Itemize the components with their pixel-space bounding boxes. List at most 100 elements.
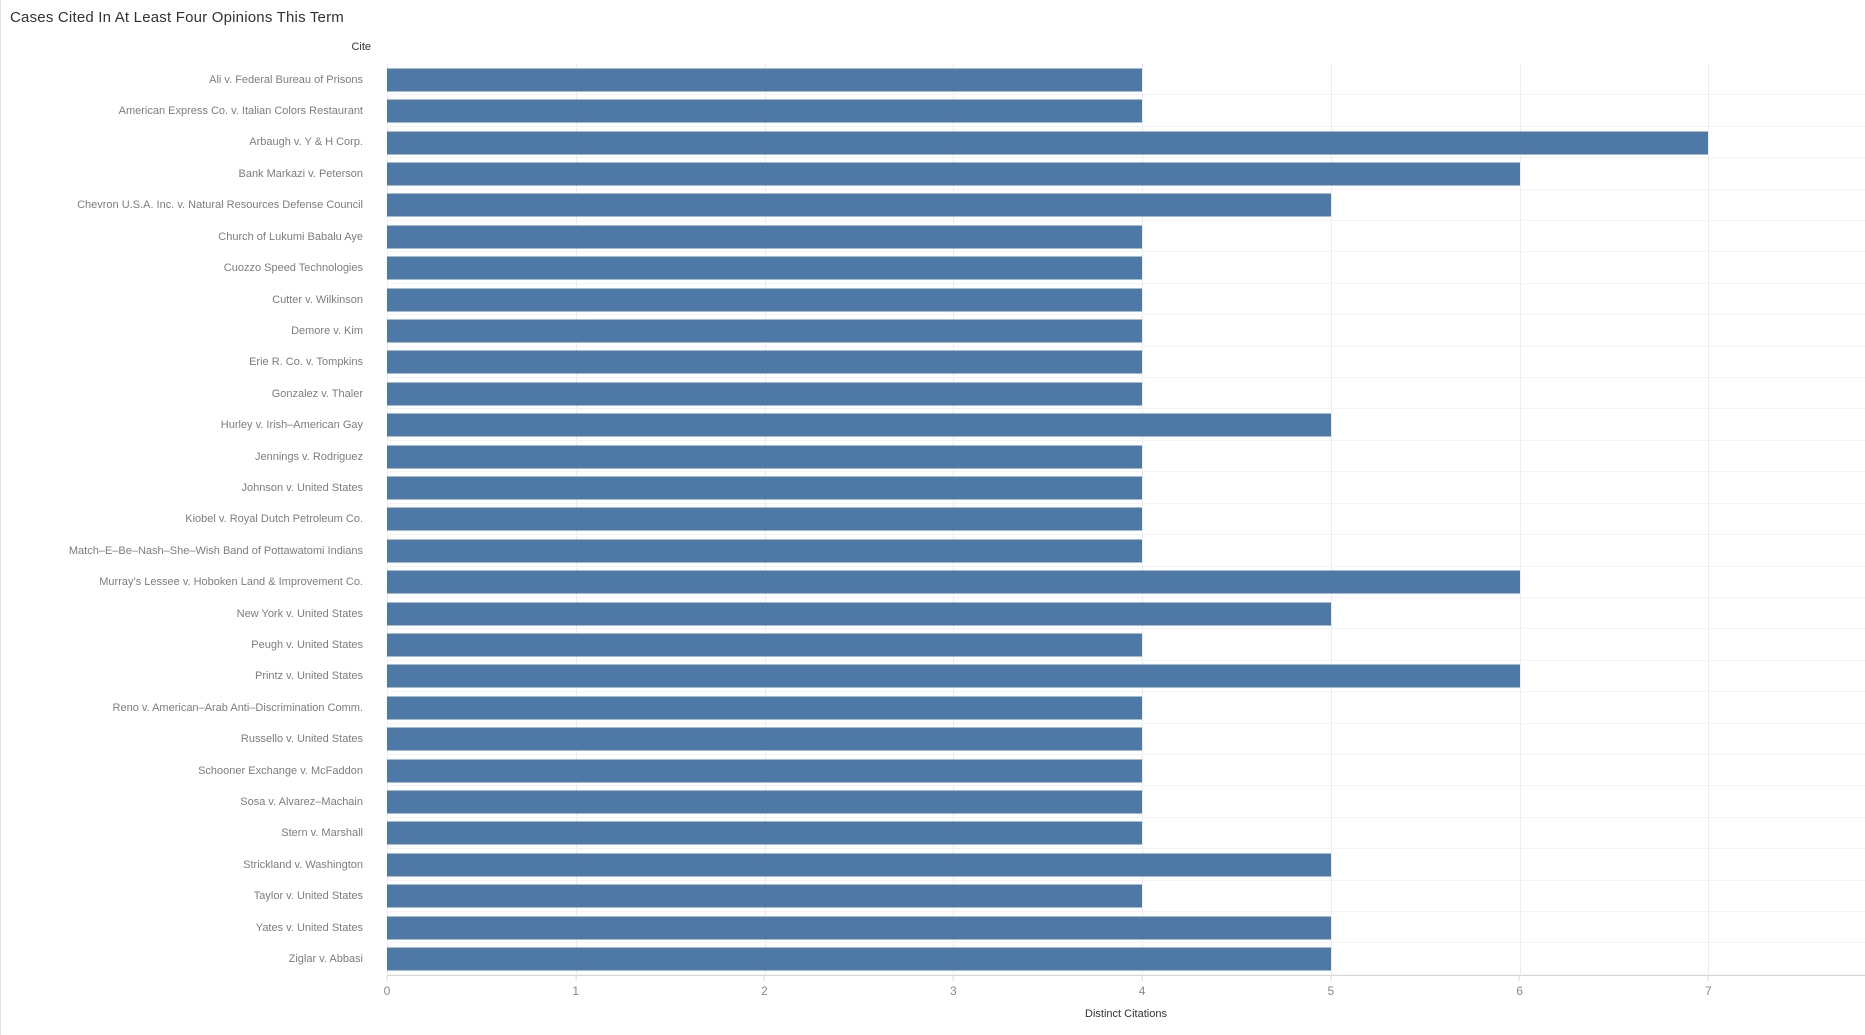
bar-track xyxy=(387,472,1865,503)
bar[interactable] xyxy=(387,350,1143,374)
bar-row: Murray’s Lessee v. Hoboken Land & Improv… xyxy=(1,567,1865,598)
bar[interactable] xyxy=(387,193,1331,217)
bar-track xyxy=(387,190,1865,221)
row-label[interactable]: Cutter v. Wilkinson xyxy=(272,293,363,306)
bar-row: Arbaugh v. Y & H Corp. xyxy=(1,127,1865,158)
bar[interactable] xyxy=(387,790,1143,814)
row-label[interactable]: Printz v. United States xyxy=(254,670,363,683)
bar[interactable] xyxy=(387,884,1143,908)
bar[interactable] xyxy=(387,664,1520,688)
tick-label: 6 xyxy=(1516,984,1523,998)
bar[interactable] xyxy=(387,633,1143,657)
row-label[interactable]: Demore v. Kim xyxy=(291,324,363,337)
row-label[interactable]: Kiobel v. Royal Dutch Petroleum Co. xyxy=(185,513,363,526)
row-label[interactable]: Erie R. Co. v. Tompkins xyxy=(249,356,363,369)
bar[interactable] xyxy=(387,570,1520,594)
row-label[interactable]: Strickland v. Washington xyxy=(243,858,363,871)
bar-track xyxy=(387,95,1865,126)
row-label[interactable]: Murray’s Lessee v. Hoboken Land & Improv… xyxy=(99,576,363,589)
bar[interactable] xyxy=(387,759,1143,783)
row-label[interactable]: Ziglar v. Abbasi xyxy=(288,953,363,966)
bar-track xyxy=(387,64,1865,95)
bar[interactable] xyxy=(387,319,1143,343)
bar-row: Chevron U.S.A. Inc. v. Natural Resources… xyxy=(1,190,1865,221)
row-label[interactable]: Taylor v. United States xyxy=(253,890,363,903)
bar[interactable] xyxy=(387,68,1143,92)
bar-row: Church of Lukumi Babalu Aye xyxy=(1,221,1865,252)
bar[interactable] xyxy=(387,445,1143,469)
bar[interactable] xyxy=(387,413,1331,437)
bar-row: Match–E–Be–Nash–She–Wish Band of Pottawa… xyxy=(1,535,1865,566)
bar[interactable] xyxy=(387,539,1143,563)
bar-row: Stern v. Marshall xyxy=(1,818,1865,849)
row-label[interactable]: Cuozzo Speed Technologies xyxy=(223,262,363,275)
bar[interactable] xyxy=(387,225,1143,249)
row-label[interactable]: Hurley v. Irish–American Gay xyxy=(220,419,363,432)
tick-label: 2 xyxy=(761,984,768,998)
bar[interactable] xyxy=(387,256,1143,280)
row-label[interactable]: Stern v. Marshall xyxy=(281,827,363,840)
bar[interactable] xyxy=(387,916,1331,940)
x-tick: 6 xyxy=(1516,976,1523,998)
row-label[interactable]: Johnson v. United States xyxy=(241,481,363,494)
row-label[interactable]: American Express Co. v. Italian Colors R… xyxy=(118,105,363,118)
bar-track xyxy=(387,724,1865,755)
bar-track xyxy=(387,912,1865,943)
bar[interactable] xyxy=(387,131,1709,155)
x-tick: 4 xyxy=(1139,976,1145,998)
bar-row: Ali v. Federal Bureau of Prisons xyxy=(1,64,1865,95)
bar[interactable] xyxy=(387,821,1143,845)
bar-row: Printz v. United States xyxy=(1,661,1865,692)
bar-track xyxy=(387,284,1865,315)
bar-row: Schooner Exchange v. McFaddon xyxy=(1,755,1865,786)
bar[interactable] xyxy=(387,727,1143,751)
gridline xyxy=(1519,64,1521,975)
row-label[interactable]: Schooner Exchange v. McFaddon xyxy=(198,764,363,777)
bar-row: Hurley v. Irish–American Gay xyxy=(1,409,1865,440)
row-label[interactable]: Jennings v. Rodriguez xyxy=(254,450,363,463)
gridline xyxy=(1142,64,1144,975)
row-label[interactable]: Reno v. American–Arab Anti–Discriminatio… xyxy=(112,701,363,714)
row-label[interactable]: Bank Markazi v. Peterson xyxy=(238,167,363,180)
bar-row: Gonzalez v. Thaler xyxy=(1,378,1865,409)
bar-row: Peugh v. United States xyxy=(1,629,1865,660)
gridline xyxy=(1330,64,1332,975)
bar[interactable] xyxy=(387,696,1143,720)
row-label[interactable]: Ali v. Federal Bureau of Prisons xyxy=(209,73,363,86)
bar-track xyxy=(387,661,1865,692)
x-tick: 1 xyxy=(572,976,579,998)
bar[interactable] xyxy=(387,507,1143,531)
row-label[interactable]: Church of Lukumi Babalu Aye xyxy=(218,230,363,243)
row-label[interactable]: Russello v. United States xyxy=(240,733,363,746)
row-label[interactable]: Sosa v. Alvarez–Machain xyxy=(240,796,363,808)
tick-mark xyxy=(952,976,954,981)
tick-label: 3 xyxy=(949,984,957,998)
bar[interactable] xyxy=(387,162,1520,186)
bar[interactable] xyxy=(387,853,1331,877)
bar-track xyxy=(387,755,1865,786)
tick-mark xyxy=(1519,976,1521,981)
bar-track xyxy=(387,409,1865,440)
bar[interactable] xyxy=(387,382,1143,406)
bar-track xyxy=(387,378,1865,409)
bar[interactable] xyxy=(387,288,1143,312)
row-label[interactable]: Arbaugh v. Y & H Corp. xyxy=(249,136,363,149)
bar-track xyxy=(387,315,1865,346)
bar[interactable] xyxy=(387,476,1143,500)
bar[interactable] xyxy=(387,947,1331,971)
chart-title: Cases Cited In At Least Four Opinions Th… xyxy=(10,9,344,26)
bar[interactable] xyxy=(387,99,1143,123)
row-field-label: Cite xyxy=(351,41,371,53)
x-tick: 5 xyxy=(1327,976,1334,998)
x-tick: 3 xyxy=(950,976,957,998)
row-label[interactable]: Gonzalez v. Thaler xyxy=(271,387,363,400)
row-label[interactable]: Match–E–Be–Nash–She–Wish Band of Pottawa… xyxy=(68,544,363,557)
row-label[interactable]: New York v. United States xyxy=(236,607,363,620)
row-label[interactable]: Peugh v. United States xyxy=(251,638,363,651)
plot-area: Ali v. Federal Bureau of Prisons American… xyxy=(1,64,1865,975)
row-label[interactable]: Chevron U.S.A. Inc. v. Natural Resources… xyxy=(77,199,363,212)
bar[interactable] xyxy=(387,602,1331,626)
row-label[interactable]: Yates v. United States xyxy=(255,921,363,934)
bar-track xyxy=(387,849,1865,880)
